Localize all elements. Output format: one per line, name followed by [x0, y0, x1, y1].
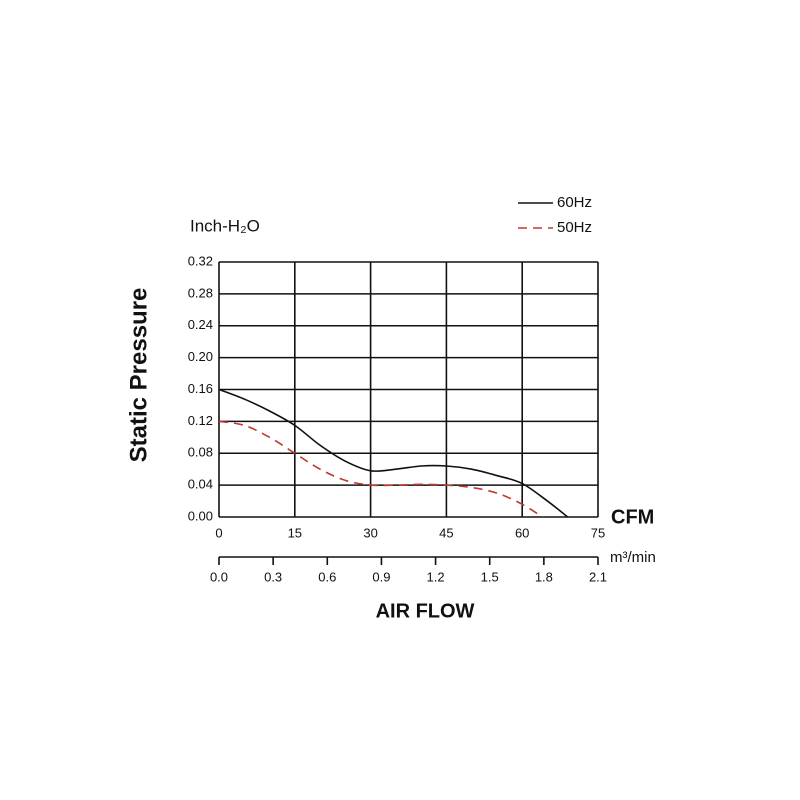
x2-tick-label: 1.8 — [535, 569, 553, 584]
x-tick-label: 75 — [591, 525, 605, 540]
y-tick-label: 0.20 — [188, 349, 213, 364]
x2-tick-label: 0.3 — [264, 569, 282, 584]
y-tick-label: 0.28 — [188, 285, 213, 300]
x-tick-label: 15 — [288, 525, 302, 540]
x-unit: CFM — [611, 506, 654, 528]
y-tick-label: 0.12 — [188, 413, 213, 428]
x2-tick-label: 2.1 — [589, 569, 607, 584]
y-tick-label: 0.24 — [188, 317, 213, 332]
x2-tick-label: 0.0 — [210, 569, 228, 584]
legend-label: 50Hz — [557, 219, 592, 236]
x-tick-label: 0 — [215, 525, 222, 540]
y-tick-label: 0.32 — [188, 253, 213, 268]
x-tick-label: 60 — [515, 525, 529, 540]
y-axis-label: Static Pressure — [125, 288, 152, 463]
x2-tick-label: 1.2 — [427, 569, 445, 584]
x2-unit: m³/min — [610, 549, 656, 566]
x-tick-label: 30 — [363, 525, 377, 540]
y-tick-label: 0.04 — [188, 477, 213, 492]
x2-tick-label: 0.6 — [318, 569, 336, 584]
legend-label: 60Hz — [557, 194, 592, 211]
x-axis-label: AIR FLOW — [376, 600, 475, 622]
y-tick-label: 0.00 — [188, 508, 213, 523]
y-tick-label: 0.08 — [188, 445, 213, 460]
x-tick-label: 45 — [439, 525, 453, 540]
y-tick-label: 0.16 — [188, 381, 213, 396]
x2-tick-label: 1.5 — [481, 569, 499, 584]
x2-tick-label: 0.9 — [372, 569, 390, 584]
y-unit: Inch-H₂O — [190, 216, 260, 235]
series-line — [218, 420, 543, 518]
series-line — [218, 388, 569, 518]
